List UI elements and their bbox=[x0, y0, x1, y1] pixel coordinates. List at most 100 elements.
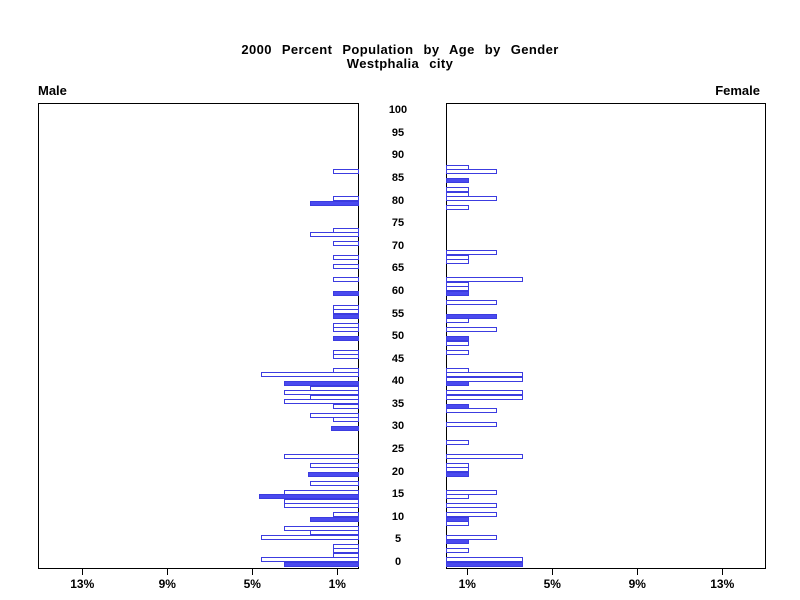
age-tick-label-10: 10 bbox=[391, 510, 405, 523]
female-pct-tick-13% bbox=[722, 569, 724, 575]
age-tick-label-5: 5 bbox=[394, 533, 402, 546]
female-bar-age-88 bbox=[446, 164, 470, 170]
female-bar-age-40 bbox=[446, 381, 470, 387]
female-bar-age-9 bbox=[446, 521, 470, 527]
female-bar-age-5 bbox=[446, 539, 470, 545]
male-bar-age-38 bbox=[284, 390, 359, 396]
female-bar-age-68 bbox=[446, 254, 470, 260]
male-bar-age-68 bbox=[333, 254, 359, 260]
female-bar-age-15 bbox=[446, 494, 470, 500]
male-bar-age-18 bbox=[309, 480, 359, 486]
age-tick-label-95: 95 bbox=[391, 126, 405, 139]
age-tick-label-20: 20 bbox=[391, 465, 405, 478]
male-bar-age-4 bbox=[333, 543, 359, 549]
male-bar-age-46 bbox=[333, 354, 359, 360]
male-bar-age-36 bbox=[284, 399, 359, 405]
male-bar-age-63 bbox=[333, 277, 359, 283]
male-pct-tick-label-1%: 1% bbox=[328, 577, 346, 591]
male-bar-age-35 bbox=[333, 403, 359, 409]
male-bar-age-20 bbox=[307, 471, 359, 477]
male-bar-age-57 bbox=[333, 304, 359, 310]
male-pct-tick-13% bbox=[82, 569, 84, 575]
female-bar-age-55 bbox=[446, 313, 497, 319]
male-bar-age-24 bbox=[284, 453, 359, 459]
age-tick-label-40: 40 bbox=[391, 375, 405, 388]
female-bar-age-42 bbox=[446, 372, 523, 378]
female-bar-age-62 bbox=[446, 281, 470, 287]
female-bar-age-82 bbox=[446, 191, 470, 197]
male-bar-age-13 bbox=[284, 503, 359, 509]
female-pct-tick-9% bbox=[637, 569, 639, 575]
male-pct-tick-1% bbox=[337, 569, 339, 575]
female-pct-tick-label-1%: 1% bbox=[458, 577, 476, 591]
female-pct-tick-label-9%: 9% bbox=[628, 577, 646, 591]
female-bar-age-87 bbox=[446, 169, 497, 175]
male-pct-tick-5% bbox=[252, 569, 254, 575]
female-bar-age-54 bbox=[446, 318, 470, 324]
age-tick-label-65: 65 bbox=[391, 262, 405, 275]
female-bar-age-69 bbox=[446, 250, 497, 256]
male-panel-label: Male bbox=[38, 83, 67, 98]
female-bar-age-79 bbox=[446, 205, 470, 211]
male-bar-age-52 bbox=[333, 327, 359, 333]
male-bar-age-50 bbox=[333, 336, 359, 342]
male-bar-age-37 bbox=[309, 394, 359, 400]
age-tick-label-50: 50 bbox=[391, 330, 405, 343]
male-bar-age-10 bbox=[309, 516, 359, 522]
female-bar-age-60 bbox=[446, 290, 470, 296]
male-bar-age-15 bbox=[258, 494, 359, 500]
male-bar-age-6 bbox=[260, 534, 359, 540]
male-bar-age-73 bbox=[309, 232, 359, 238]
female-bar-age-34 bbox=[446, 408, 497, 414]
female-bar-age-20 bbox=[446, 471, 470, 477]
female-pct-tick-label-5%: 5% bbox=[543, 577, 561, 591]
male-bar-age-32 bbox=[333, 417, 359, 423]
female-bar-age-22 bbox=[446, 462, 470, 468]
male-bar-age-14 bbox=[284, 498, 359, 504]
female-bar-age-58 bbox=[446, 300, 497, 305]
female-bar-age-1 bbox=[446, 557, 523, 563]
male-bar-age-2 bbox=[333, 552, 359, 558]
male-bar-age-0 bbox=[284, 562, 359, 567]
male-bar-age-60 bbox=[333, 290, 359, 296]
female-bar-age-63 bbox=[446, 277, 523, 283]
female-bar-age-13 bbox=[446, 503, 497, 509]
male-bar-age-87 bbox=[333, 169, 359, 175]
female-bar-age-81 bbox=[446, 196, 497, 202]
male-bar-age-8 bbox=[284, 525, 359, 531]
female-bar-age-50 bbox=[446, 336, 470, 342]
age-tick-label-85: 85 bbox=[391, 172, 405, 185]
female-bar-age-47 bbox=[446, 349, 470, 355]
female-bar-age-16 bbox=[446, 489, 497, 495]
male-bar-age-22 bbox=[309, 462, 359, 468]
male-bar-age-66 bbox=[333, 263, 359, 269]
female-bar-age-49 bbox=[446, 340, 470, 346]
female-panel-label: Female bbox=[715, 83, 760, 98]
female-bar-age-6 bbox=[446, 534, 497, 540]
chart-subtitle: Westphalia city bbox=[346, 56, 454, 71]
female-bar-age-31 bbox=[446, 421, 497, 427]
male-bar-age-81 bbox=[333, 196, 359, 202]
female-bar-age-11 bbox=[446, 512, 497, 518]
chart-title: 2000 Percent Population by Age by Gender bbox=[241, 42, 559, 57]
female-bar-age-35 bbox=[446, 403, 470, 409]
male-pct-tick-label-5%: 5% bbox=[243, 577, 261, 591]
female-bar-age-52 bbox=[446, 327, 497, 333]
female-bar-age-27 bbox=[446, 440, 470, 446]
female-bar-age-37 bbox=[446, 394, 523, 400]
age-tick-label-15: 15 bbox=[391, 488, 405, 501]
female-bar-age-67 bbox=[446, 259, 470, 265]
female-bar-age-0 bbox=[446, 562, 523, 567]
male-bar-age-74 bbox=[333, 227, 359, 233]
male-pct-tick-9% bbox=[167, 569, 169, 575]
male-pct-tick-label-9%: 9% bbox=[158, 577, 176, 591]
age-tick-label-100: 100 bbox=[388, 104, 408, 117]
female-bar-age-83 bbox=[446, 187, 470, 193]
female-bar-age-10 bbox=[446, 516, 470, 522]
age-tick-label-0: 0 bbox=[394, 556, 402, 568]
age-tick-label-70: 70 bbox=[391, 239, 405, 252]
age-tick-label-55: 55 bbox=[391, 307, 405, 320]
male-bar-age-55 bbox=[333, 313, 359, 319]
age-tick-label-25: 25 bbox=[391, 443, 405, 456]
